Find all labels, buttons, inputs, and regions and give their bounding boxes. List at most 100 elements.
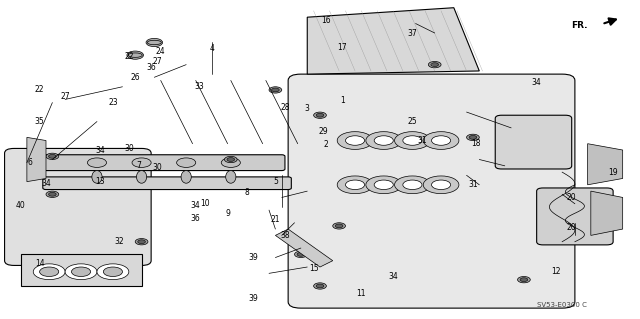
Text: SV53-E0300 C: SV53-E0300 C	[537, 302, 587, 308]
Text: 34: 34	[95, 145, 105, 154]
Circle shape	[337, 176, 373, 194]
Text: 30: 30	[152, 163, 163, 172]
Circle shape	[138, 240, 145, 244]
Polygon shape	[20, 254, 141, 286]
Circle shape	[428, 62, 441, 68]
Text: 11: 11	[356, 289, 366, 298]
Circle shape	[394, 176, 430, 194]
Text: 24: 24	[156, 48, 166, 56]
Text: 30: 30	[124, 144, 134, 153]
Polygon shape	[275, 229, 333, 267]
Circle shape	[177, 158, 196, 167]
FancyBboxPatch shape	[495, 115, 572, 169]
Text: 17: 17	[337, 43, 347, 52]
Text: 38: 38	[280, 231, 290, 240]
Text: 13: 13	[95, 177, 105, 186]
Text: 12: 12	[551, 267, 561, 276]
Circle shape	[49, 154, 56, 158]
Text: 31: 31	[417, 136, 427, 145]
Circle shape	[294, 251, 307, 257]
Circle shape	[146, 38, 163, 47]
Text: 20: 20	[567, 223, 577, 232]
Text: 32: 32	[115, 237, 124, 246]
Circle shape	[431, 180, 451, 189]
Text: 36: 36	[147, 63, 156, 72]
Text: 18: 18	[472, 139, 481, 148]
Circle shape	[316, 113, 324, 117]
Text: 3: 3	[305, 104, 310, 113]
Circle shape	[297, 252, 305, 256]
Text: FR.: FR.	[571, 21, 588, 30]
Circle shape	[423, 132, 459, 149]
Ellipse shape	[226, 171, 236, 183]
Text: 8: 8	[244, 188, 249, 197]
Circle shape	[423, 176, 459, 194]
Circle shape	[520, 278, 528, 282]
Circle shape	[97, 264, 129, 280]
Circle shape	[271, 88, 279, 92]
Text: 23: 23	[108, 98, 118, 107]
Text: 40: 40	[15, 201, 26, 210]
Circle shape	[346, 180, 365, 189]
Text: 6: 6	[28, 158, 33, 167]
Circle shape	[33, 264, 65, 280]
Circle shape	[314, 283, 326, 289]
Ellipse shape	[181, 171, 191, 183]
Circle shape	[127, 51, 143, 59]
Circle shape	[335, 224, 343, 228]
Polygon shape	[588, 144, 623, 185]
Text: 27: 27	[60, 92, 70, 101]
Circle shape	[269, 87, 282, 93]
Circle shape	[403, 136, 422, 145]
FancyBboxPatch shape	[288, 74, 575, 308]
Text: 27: 27	[153, 57, 163, 66]
Text: 9: 9	[225, 209, 230, 218]
Text: 19: 19	[608, 168, 618, 177]
Circle shape	[346, 136, 365, 145]
Circle shape	[333, 223, 346, 229]
Text: 37: 37	[408, 28, 417, 38]
Text: 5: 5	[273, 177, 278, 186]
Text: 10: 10	[200, 199, 210, 208]
Text: 36: 36	[191, 213, 200, 222]
Circle shape	[135, 239, 148, 245]
Circle shape	[227, 158, 235, 161]
Text: 4: 4	[209, 44, 214, 53]
Circle shape	[46, 191, 59, 197]
Circle shape	[46, 153, 59, 160]
Circle shape	[374, 136, 394, 145]
Circle shape	[49, 192, 56, 196]
Circle shape	[431, 63, 438, 67]
Circle shape	[394, 132, 430, 149]
Circle shape	[366, 132, 401, 149]
Circle shape	[431, 136, 451, 145]
Text: 1: 1	[340, 97, 345, 106]
Text: 16: 16	[321, 16, 331, 25]
Circle shape	[103, 267, 122, 277]
Circle shape	[337, 132, 373, 149]
Circle shape	[132, 158, 151, 167]
Circle shape	[225, 156, 237, 163]
Circle shape	[403, 180, 422, 189]
Text: 29: 29	[318, 127, 328, 136]
Circle shape	[467, 134, 479, 141]
Circle shape	[40, 267, 59, 277]
Text: 20: 20	[567, 193, 577, 202]
FancyBboxPatch shape	[537, 188, 613, 245]
Circle shape	[72, 267, 91, 277]
Text: 26: 26	[131, 73, 140, 82]
Text: 14: 14	[35, 259, 44, 268]
Text: 34: 34	[388, 272, 398, 281]
Ellipse shape	[136, 171, 147, 183]
Text: 31: 31	[468, 180, 477, 189]
Text: 35: 35	[35, 117, 45, 126]
Circle shape	[374, 180, 394, 189]
Text: 28: 28	[280, 103, 290, 112]
Text: 39: 39	[248, 253, 258, 262]
Circle shape	[221, 158, 241, 167]
Circle shape	[88, 158, 106, 167]
Text: 39: 39	[248, 294, 258, 303]
Text: 33: 33	[194, 82, 204, 91]
Text: 7: 7	[136, 161, 141, 170]
Text: 22: 22	[35, 85, 44, 94]
